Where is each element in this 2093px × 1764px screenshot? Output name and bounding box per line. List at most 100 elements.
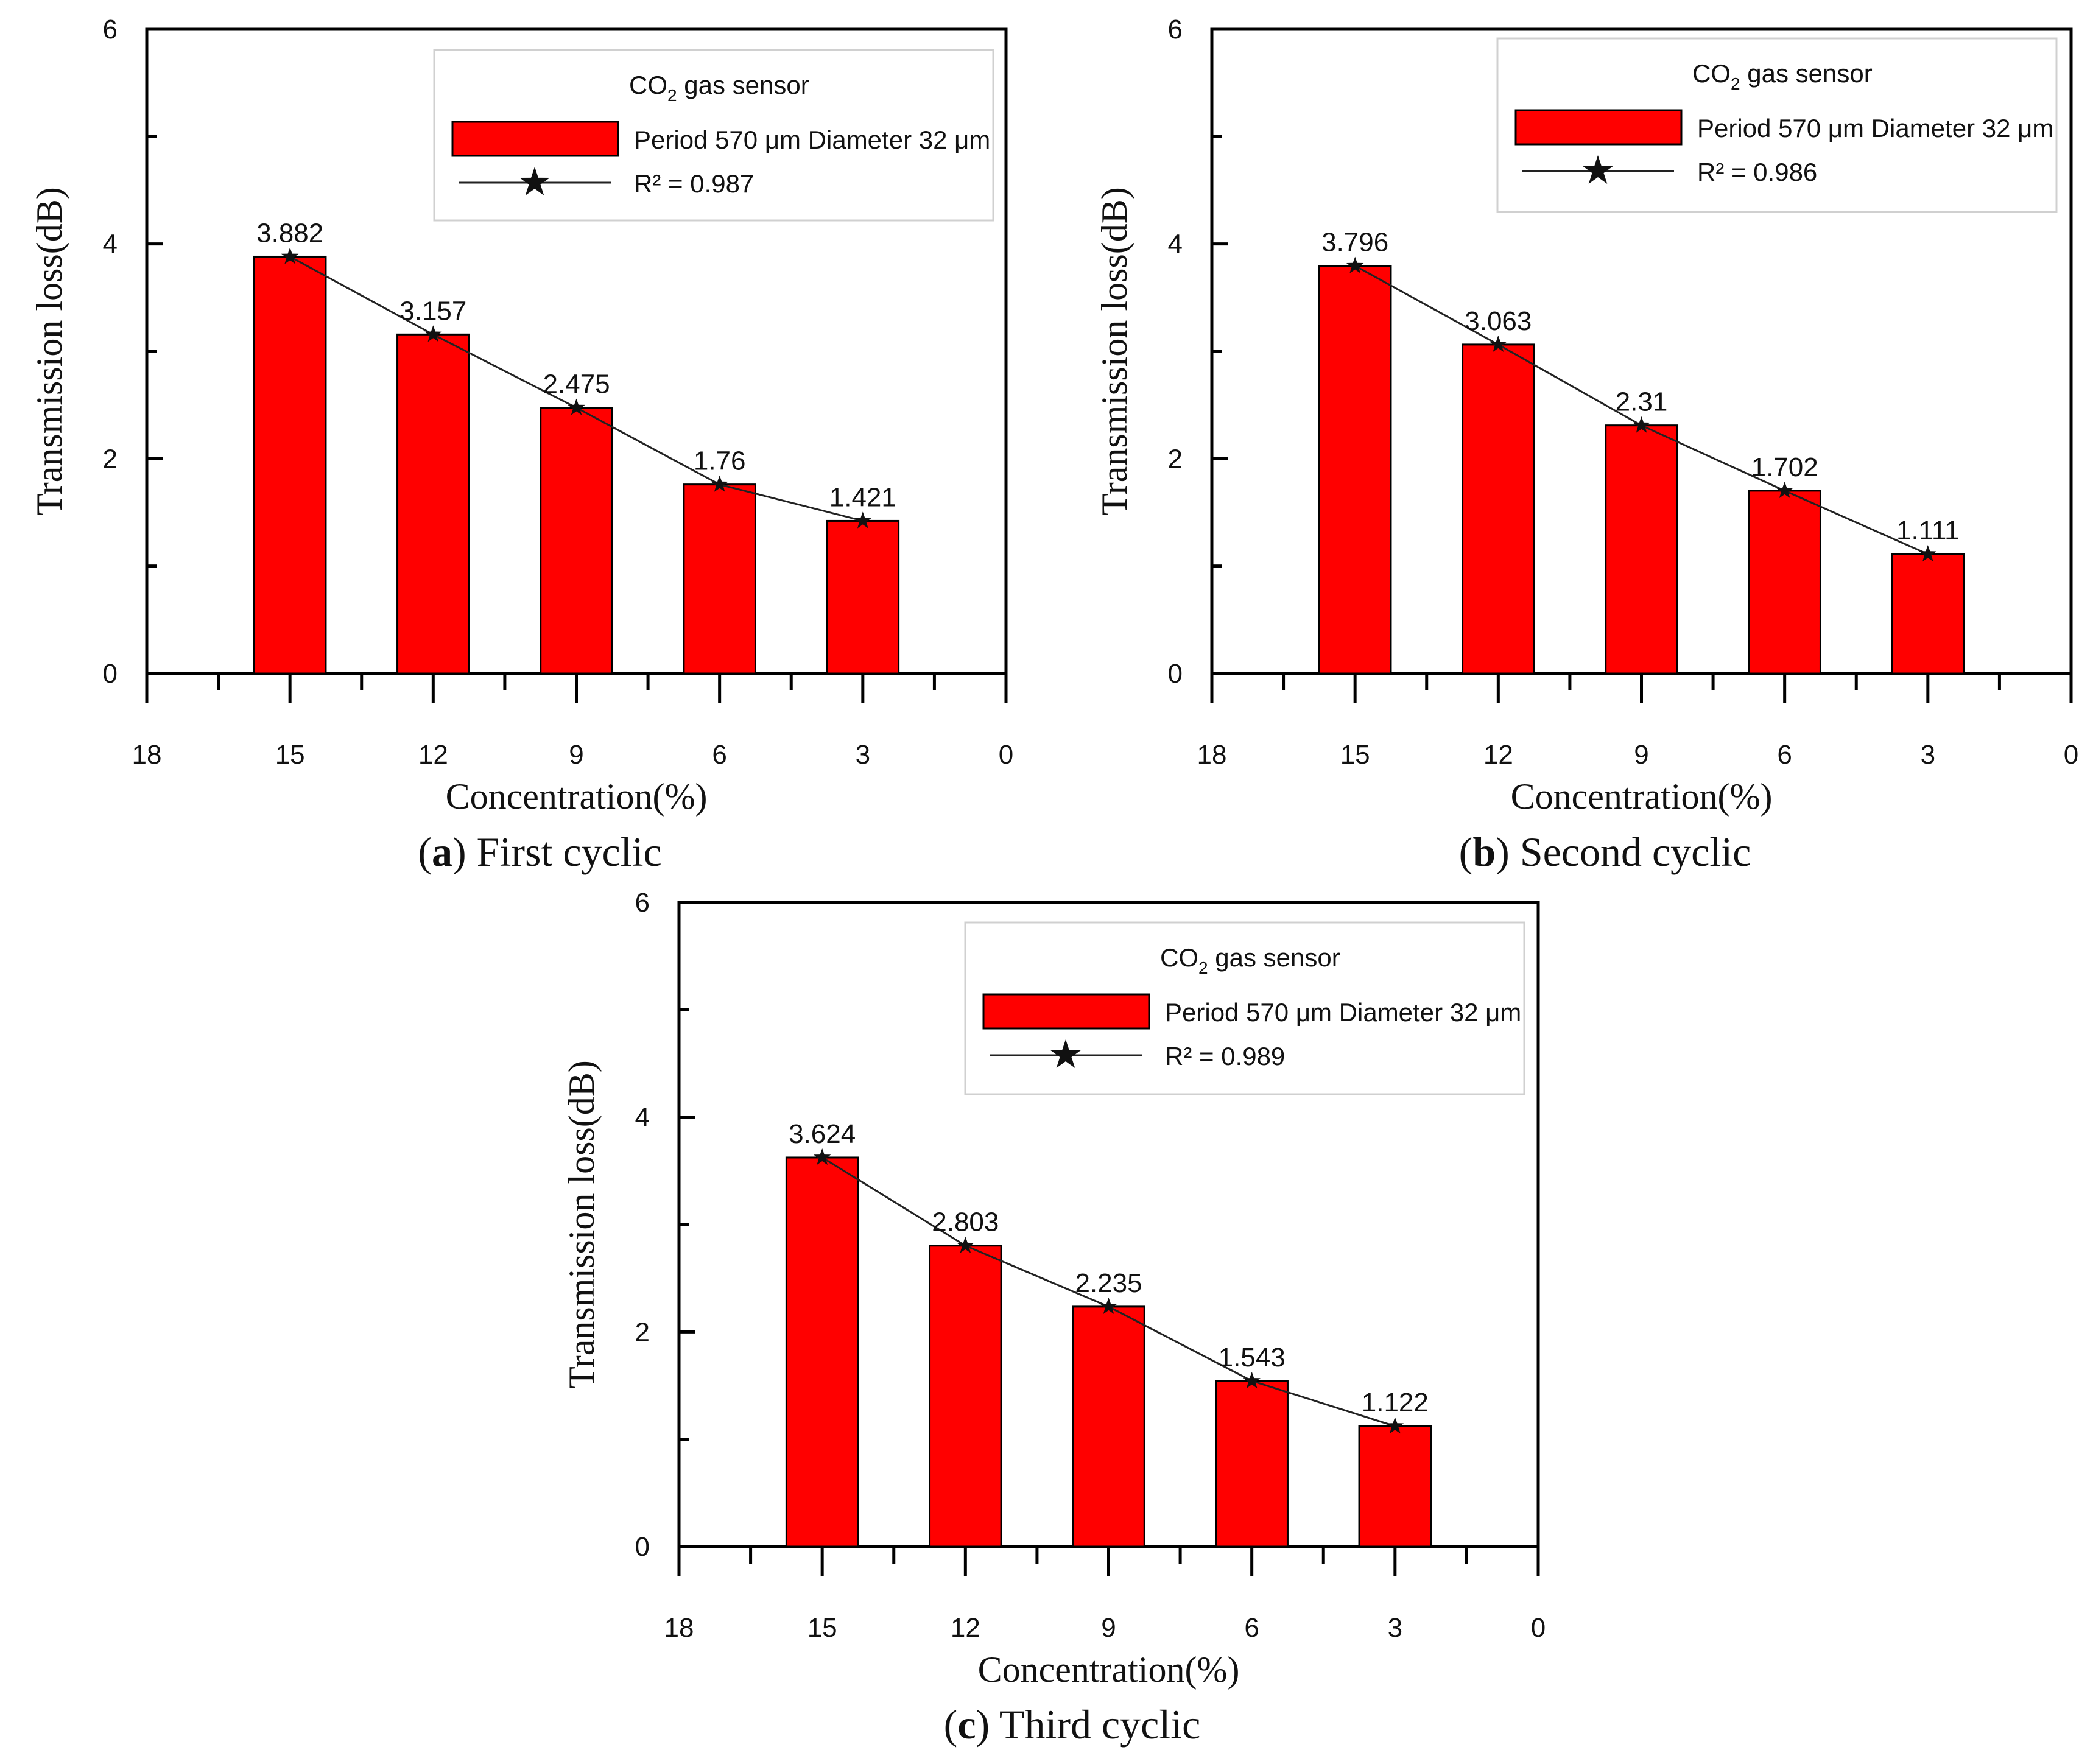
data-point-marker xyxy=(854,511,872,529)
x-tick-label: 3 xyxy=(856,740,870,770)
data-label: 3.882 xyxy=(256,218,323,248)
bar-3 xyxy=(826,519,900,675)
bar-15 xyxy=(1318,265,1392,675)
caption: (b) Second cyclic xyxy=(1459,829,1751,875)
legend-title-rest: gas sensor xyxy=(1208,943,1340,972)
legend-bar-swatch xyxy=(982,993,1150,1030)
bar-12 xyxy=(929,1245,1002,1548)
x-tick-label: 12 xyxy=(1483,740,1513,770)
bar-9 xyxy=(1072,1305,1145,1548)
caption: (c) Third cyclic xyxy=(944,1701,1201,1748)
bar-3 xyxy=(1891,553,1965,675)
y-tick-label: 0 xyxy=(635,1532,650,1562)
legend-title-subscript: 2 xyxy=(1198,958,1208,977)
y-axis-title: Transmission loss(dB) xyxy=(1094,187,1134,516)
legend-title-co: CO xyxy=(1160,943,1198,972)
data-point-marker xyxy=(1490,335,1507,352)
legend-line-label: R² = 0.987 xyxy=(634,169,754,198)
bar-12 xyxy=(1462,343,1535,675)
y-tick-label: 6 xyxy=(635,888,650,918)
legend-line-label: R² = 0.986 xyxy=(1697,158,1817,186)
caption-close-paren: ) xyxy=(1496,829,1520,875)
x-tick-label: 6 xyxy=(712,740,726,770)
caption-text: First cyclic xyxy=(477,829,662,875)
data-point-marker xyxy=(1386,1417,1404,1434)
y-tick-label: 4 xyxy=(635,1103,650,1133)
chart-panel-b: 0 2 4 6 18 15 12 9 6 3 0 Concentration(%) Transmissi… xyxy=(1094,15,2078,875)
caption-letter: b xyxy=(1472,829,1496,875)
x-tick-label: 15 xyxy=(1340,740,1370,770)
y-tick-label: 4 xyxy=(1168,230,1183,259)
bar-6 xyxy=(1215,1380,1289,1548)
data-label: 1.421 xyxy=(829,482,896,512)
data-label: 3.157 xyxy=(399,296,466,326)
chart-panel-a: 0 2 4 6 18 15 12 9 6 3 0 Concentration(%) Transmissi… xyxy=(29,15,1013,875)
legend-title-subscript: 2 xyxy=(667,86,677,105)
x-tick-label: 12 xyxy=(951,1613,980,1643)
caption-text: Second cyclic xyxy=(1520,829,1751,875)
data-point-marker xyxy=(424,325,442,342)
legend-bar-label: Period 570 μm Diameter 32 μm xyxy=(1697,114,2053,142)
data-label: 2.803 xyxy=(932,1207,999,1237)
caption-letter: c xyxy=(957,1701,976,1748)
legend-bar-swatch xyxy=(451,121,619,157)
y-axis-title: Transmission loss(dB) xyxy=(29,187,69,516)
data-point-marker xyxy=(1346,256,1364,273)
data-label: 1.76 xyxy=(694,446,746,476)
bar-9 xyxy=(1605,424,1678,675)
x-tick-label: 12 xyxy=(418,740,448,770)
caption-close-paren: ) xyxy=(976,1701,999,1748)
legend-star-icon xyxy=(519,167,550,195)
data-label: 2.475 xyxy=(543,370,610,399)
data-point-marker xyxy=(1100,1297,1117,1314)
x-tick-label: 0 xyxy=(999,740,1013,770)
legend-title: CO2 gas sensor xyxy=(1692,59,1873,93)
x-tick-label: 18 xyxy=(132,740,162,770)
data-point-marker xyxy=(568,398,585,415)
data-point-marker xyxy=(813,1148,831,1165)
legend-title-subscript: 2 xyxy=(1731,74,1740,93)
data-point-marker xyxy=(711,475,728,492)
legend-title: CO2 gas sensor xyxy=(629,71,809,105)
data-point-marker xyxy=(281,247,299,264)
legend-bar-swatch xyxy=(1514,109,1683,146)
data-point-marker xyxy=(1776,481,1793,498)
legend-title-rest: gas sensor xyxy=(1740,59,1873,88)
y-axis-title: Transmission loss(dB) xyxy=(561,1060,602,1389)
y-tick-label: 2 xyxy=(635,1317,650,1347)
bar-12 xyxy=(396,333,470,675)
y-tick-label: 0 xyxy=(103,659,118,689)
y-tick-label: 6 xyxy=(1168,15,1183,44)
data-label: 3.796 xyxy=(1321,228,1388,258)
caption-open-paren: ( xyxy=(418,829,432,875)
y-tick-label: 6 xyxy=(103,15,118,44)
x-tick-label: 15 xyxy=(275,740,305,770)
y-tick-label: 0 xyxy=(1168,659,1183,689)
caption-open-paren: ( xyxy=(1459,829,1473,875)
data-label: 1.111 xyxy=(1896,516,1960,546)
data-point-marker xyxy=(1633,416,1650,433)
y-tick-label: 4 xyxy=(103,230,118,259)
x-tick-label: 18 xyxy=(664,1613,694,1643)
data-label: 2.31 xyxy=(1616,387,1668,417)
legend-title-rest: gas sensor xyxy=(677,71,809,99)
bar-6 xyxy=(683,483,756,675)
bar-15 xyxy=(785,1156,859,1548)
x-tick-label: 0 xyxy=(2064,740,2078,770)
data-point-marker xyxy=(957,1236,974,1253)
caption-open-paren: ( xyxy=(944,1701,958,1748)
bar-6 xyxy=(1748,490,1821,675)
legend-star-icon xyxy=(1050,1039,1081,1068)
x-tick-label: 6 xyxy=(1244,1613,1259,1643)
x-axis-title: Concentration(%) xyxy=(978,1650,1240,1690)
legend-title-co: CO xyxy=(1692,59,1731,88)
bar-3 xyxy=(1358,1425,1432,1548)
x-tick-label: 3 xyxy=(1388,1613,1402,1643)
caption-close-paren: ) xyxy=(452,829,477,875)
caption-letter: a xyxy=(432,829,452,875)
bar-15 xyxy=(253,255,327,675)
x-tick-label: 9 xyxy=(569,740,583,770)
data-label: 1.543 xyxy=(1219,1343,1286,1372)
x-tick-label: 6 xyxy=(1777,740,1792,770)
